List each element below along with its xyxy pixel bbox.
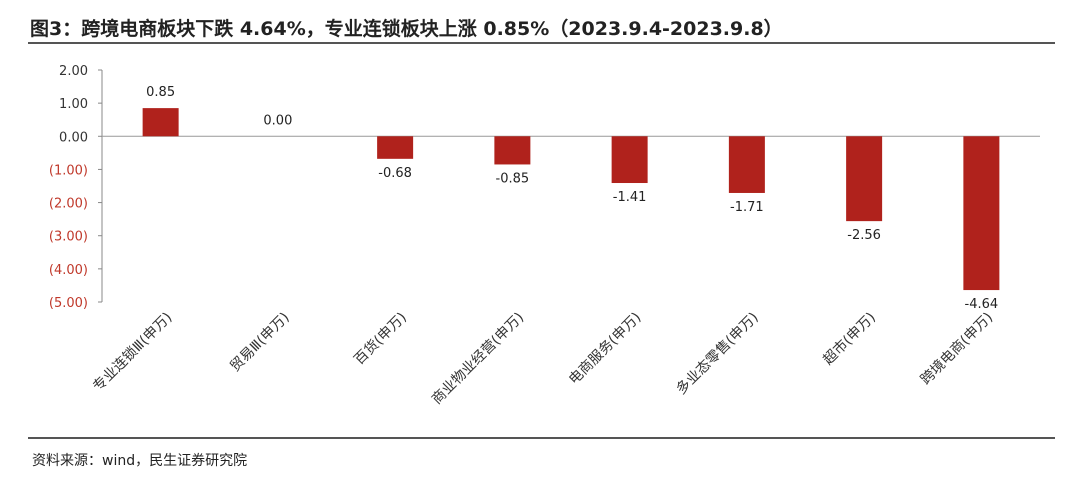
- data-label: -4.64: [965, 297, 999, 312]
- x-category-label: 多业态零售(申万): [673, 309, 762, 398]
- chart-title: 图3：跨境电商板块下跌 4.64%，专业连锁板块上涨 0.85%（2023.9.…: [30, 18, 783, 40]
- x-category-label: 超市(申万): [820, 309, 879, 368]
- top-divider: [28, 42, 1055, 44]
- data-label: -0.85: [496, 171, 530, 186]
- y-tick-label: (5.00): [49, 296, 88, 311]
- y-axis: 2.00 1.00 0.00 (1.00) (2.00) (3.00) (4.00) (5.0…: [49, 64, 1040, 311]
- data-label: -0.68: [378, 166, 412, 181]
- bar: [377, 136, 414, 159]
- bar: [963, 136, 1000, 291]
- data-label: 0.85: [146, 85, 175, 100]
- bars: 0.85 0.00 -0.68 -0.85 -1.41 -1.71 -2.56 -4.64: [142, 85, 1000, 312]
- bar: [846, 136, 883, 222]
- x-category-label: 商业物业经营(申万): [429, 310, 527, 408]
- bar: [494, 136, 531, 165]
- y-tick-label: (4.00): [49, 263, 88, 278]
- y-tick-label: 0.00: [59, 130, 88, 145]
- x-category-label: 贸易Ⅲ(申万): [227, 310, 292, 375]
- data-label: -2.56: [847, 228, 881, 243]
- bar: [611, 136, 648, 184]
- data-label: 0.00: [263, 113, 292, 128]
- x-category-label: 跨境电商(申万): [918, 310, 996, 388]
- x-category-label: 专业连锁Ⅲ(申万): [90, 310, 175, 395]
- bar: [142, 108, 179, 137]
- x-category-label: 电商服务(申万): [566, 310, 644, 388]
- y-tick-label: 2.00: [59, 64, 88, 79]
- bottom-divider: [28, 437, 1055, 439]
- y-tick-label: (3.00): [49, 230, 88, 245]
- bar: [728, 136, 765, 193]
- x-axis: 专业连锁Ⅲ(申万) 贸易Ⅲ(申万) 百货(申万) 商业物业经营(申万) 电商服务(申万)…: [90, 309, 996, 408]
- x-category-label: 百货(申万): [351, 309, 410, 368]
- data-label: -1.71: [730, 200, 764, 215]
- y-tick-label: (2.00): [49, 197, 88, 212]
- source-note: 资料来源：wind，民生证券研究院: [32, 453, 248, 469]
- y-tick-label: (1.00): [49, 163, 88, 178]
- data-label: -1.41: [613, 190, 647, 205]
- y-tick-label: 1.00: [59, 97, 88, 112]
